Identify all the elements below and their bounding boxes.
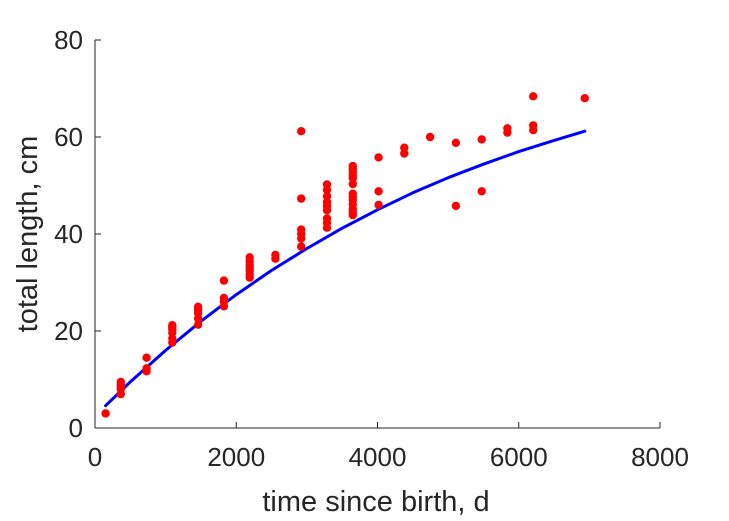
data-point <box>297 242 306 251</box>
data-point <box>322 192 332 201</box>
data-point <box>348 179 357 189</box>
data-point <box>245 253 254 262</box>
data-point <box>101 409 110 418</box>
data-point <box>322 197 332 207</box>
data-point <box>193 302 203 311</box>
data-point <box>297 194 306 203</box>
data-point <box>322 214 332 223</box>
y-axis-label: total length, cm <box>12 136 44 333</box>
y-tick-label: 0 <box>69 413 83 443</box>
data-point <box>529 121 538 130</box>
x-axis-label: time since birth, d <box>262 486 489 518</box>
data-point <box>219 276 229 285</box>
data-point <box>116 377 126 387</box>
y-tick-label: 60 <box>54 122 83 152</box>
data-point <box>477 135 486 144</box>
data-point <box>219 293 229 303</box>
x-tick-label: 2000 <box>207 442 265 472</box>
data-point <box>374 200 383 210</box>
data-point <box>503 124 512 133</box>
data-point <box>529 92 538 101</box>
data-point <box>348 161 357 171</box>
data-point <box>348 189 357 198</box>
data-point <box>142 364 151 373</box>
fit-curve <box>104 129 587 408</box>
data-point <box>142 353 151 362</box>
data-point <box>477 187 486 196</box>
data-point <box>374 153 383 162</box>
x-tick-label: 8000 <box>631 442 689 472</box>
y-tick-label: 40 <box>54 219 83 249</box>
data-point <box>580 94 589 103</box>
data-points-layer <box>101 92 589 418</box>
data-point <box>400 149 409 158</box>
axes <box>94 39 661 429</box>
data-point <box>322 180 332 189</box>
data-point <box>451 201 461 211</box>
y-tick-labels: 0 20 40 60 80 <box>54 25 83 443</box>
data-point <box>400 143 409 152</box>
y-tick-label: 80 <box>54 25 83 55</box>
data-point <box>297 225 306 234</box>
data-point <box>451 138 461 147</box>
x-tick-label: 4000 <box>349 442 407 472</box>
data-point <box>168 321 177 330</box>
x-tick-label: 0 <box>88 442 102 472</box>
x-tick-labels: 0 2000 4000 6000 8000 <box>88 442 689 472</box>
data-point <box>271 250 280 260</box>
data-point <box>374 187 383 196</box>
data-point <box>425 132 435 142</box>
x-tick-label: 6000 <box>490 442 548 472</box>
data-point <box>193 320 203 329</box>
data-point <box>297 127 306 136</box>
fit-curve-layer <box>104 129 587 408</box>
y-tick-label: 20 <box>54 316 83 346</box>
